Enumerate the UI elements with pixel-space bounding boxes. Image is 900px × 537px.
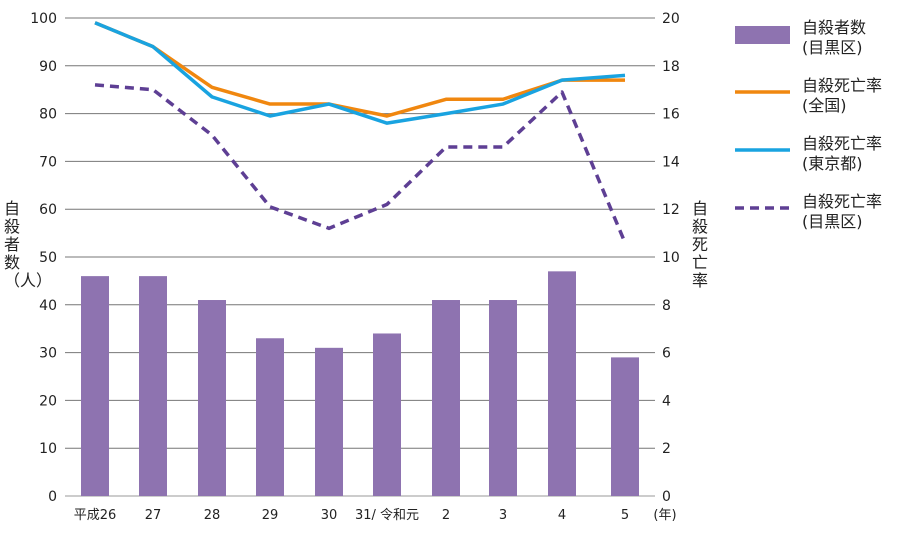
left-tick-label: 60	[39, 202, 57, 218]
right-tick-label: 8	[662, 298, 671, 314]
x-tick-label: 30	[321, 508, 338, 523]
left-tick-label: 30	[39, 346, 57, 362]
x-tick-label: 29	[262, 508, 279, 523]
legend-sublabel: (目黒区)	[802, 212, 863, 231]
left-tick-label: 70	[39, 154, 57, 170]
left-tick-label: 80	[39, 107, 57, 123]
bar	[315, 347, 343, 496]
right-tick-label: 12	[662, 202, 680, 218]
bar	[373, 333, 401, 496]
x-tick-label: 5	[621, 508, 629, 523]
right-tick-label: 14	[662, 154, 680, 170]
x-tick-label: 31/ 令和元	[355, 508, 419, 523]
bar	[139, 276, 167, 496]
legend-label: 自殺死亡率	[802, 134, 883, 153]
legend-label: 自殺死亡率	[802, 76, 883, 95]
bar	[256, 338, 284, 496]
right-tick-label: 16	[662, 107, 680, 123]
right-tick-label: 0	[662, 489, 671, 505]
legend-sublabel: (東京都)	[802, 154, 863, 173]
series-line	[94, 21, 626, 125]
bar	[548, 271, 576, 496]
right-tick-label: 18	[662, 59, 680, 75]
x-tick-label: 平成26	[74, 508, 117, 523]
left-axis-label: 自殺者数（人）	[4, 199, 53, 290]
legend-sublabel: (目黒区)	[802, 38, 863, 57]
right-tick-label: 6	[662, 346, 671, 362]
right-tick-label: 4	[662, 393, 671, 409]
legend-item: 自殺者数 (目黒区)	[802, 18, 866, 58]
right-tick-label: 20	[662, 11, 680, 27]
left-tick-label: 50	[39, 250, 57, 266]
x-tick-label: 3	[499, 508, 507, 523]
bar	[432, 300, 460, 496]
left-tick-label: 90	[39, 59, 57, 75]
bar	[489, 300, 517, 496]
legend-label: 自殺者数	[802, 18, 867, 37]
legend-label: 自殺死亡率	[802, 192, 883, 211]
left-tick-label: 40	[39, 298, 57, 314]
legend-item: 自殺死亡率 (東京都)	[802, 134, 882, 174]
left-tick-label: 0	[48, 489, 57, 505]
left-tick-label: 10	[39, 441, 57, 457]
left-tick-label: 100	[30, 11, 57, 27]
legend-sublabel: (全国)	[802, 96, 847, 115]
bar	[611, 357, 639, 496]
bar	[198, 300, 226, 496]
x-tick-label: 4	[558, 508, 566, 523]
legend-item: 自殺死亡率 (全国)	[802, 76, 882, 116]
bar	[81, 276, 109, 496]
x-unit-label: (年)	[653, 508, 676, 523]
x-tick-label: 27	[145, 508, 162, 523]
x-tick-label: 2	[442, 508, 450, 523]
x-tick-label: 28	[204, 508, 221, 523]
series-line	[94, 83, 627, 244]
right-tick-label: 2	[662, 441, 671, 457]
series-line	[94, 21, 625, 118]
legend-swatch-bar	[735, 26, 790, 44]
left-tick-label: 20	[39, 393, 57, 409]
right-tick-label: 10	[662, 250, 680, 266]
right-axis-label: 自殺死亡率	[692, 199, 709, 290]
legend-item: 自殺死亡率 (目黒区)	[802, 192, 882, 232]
